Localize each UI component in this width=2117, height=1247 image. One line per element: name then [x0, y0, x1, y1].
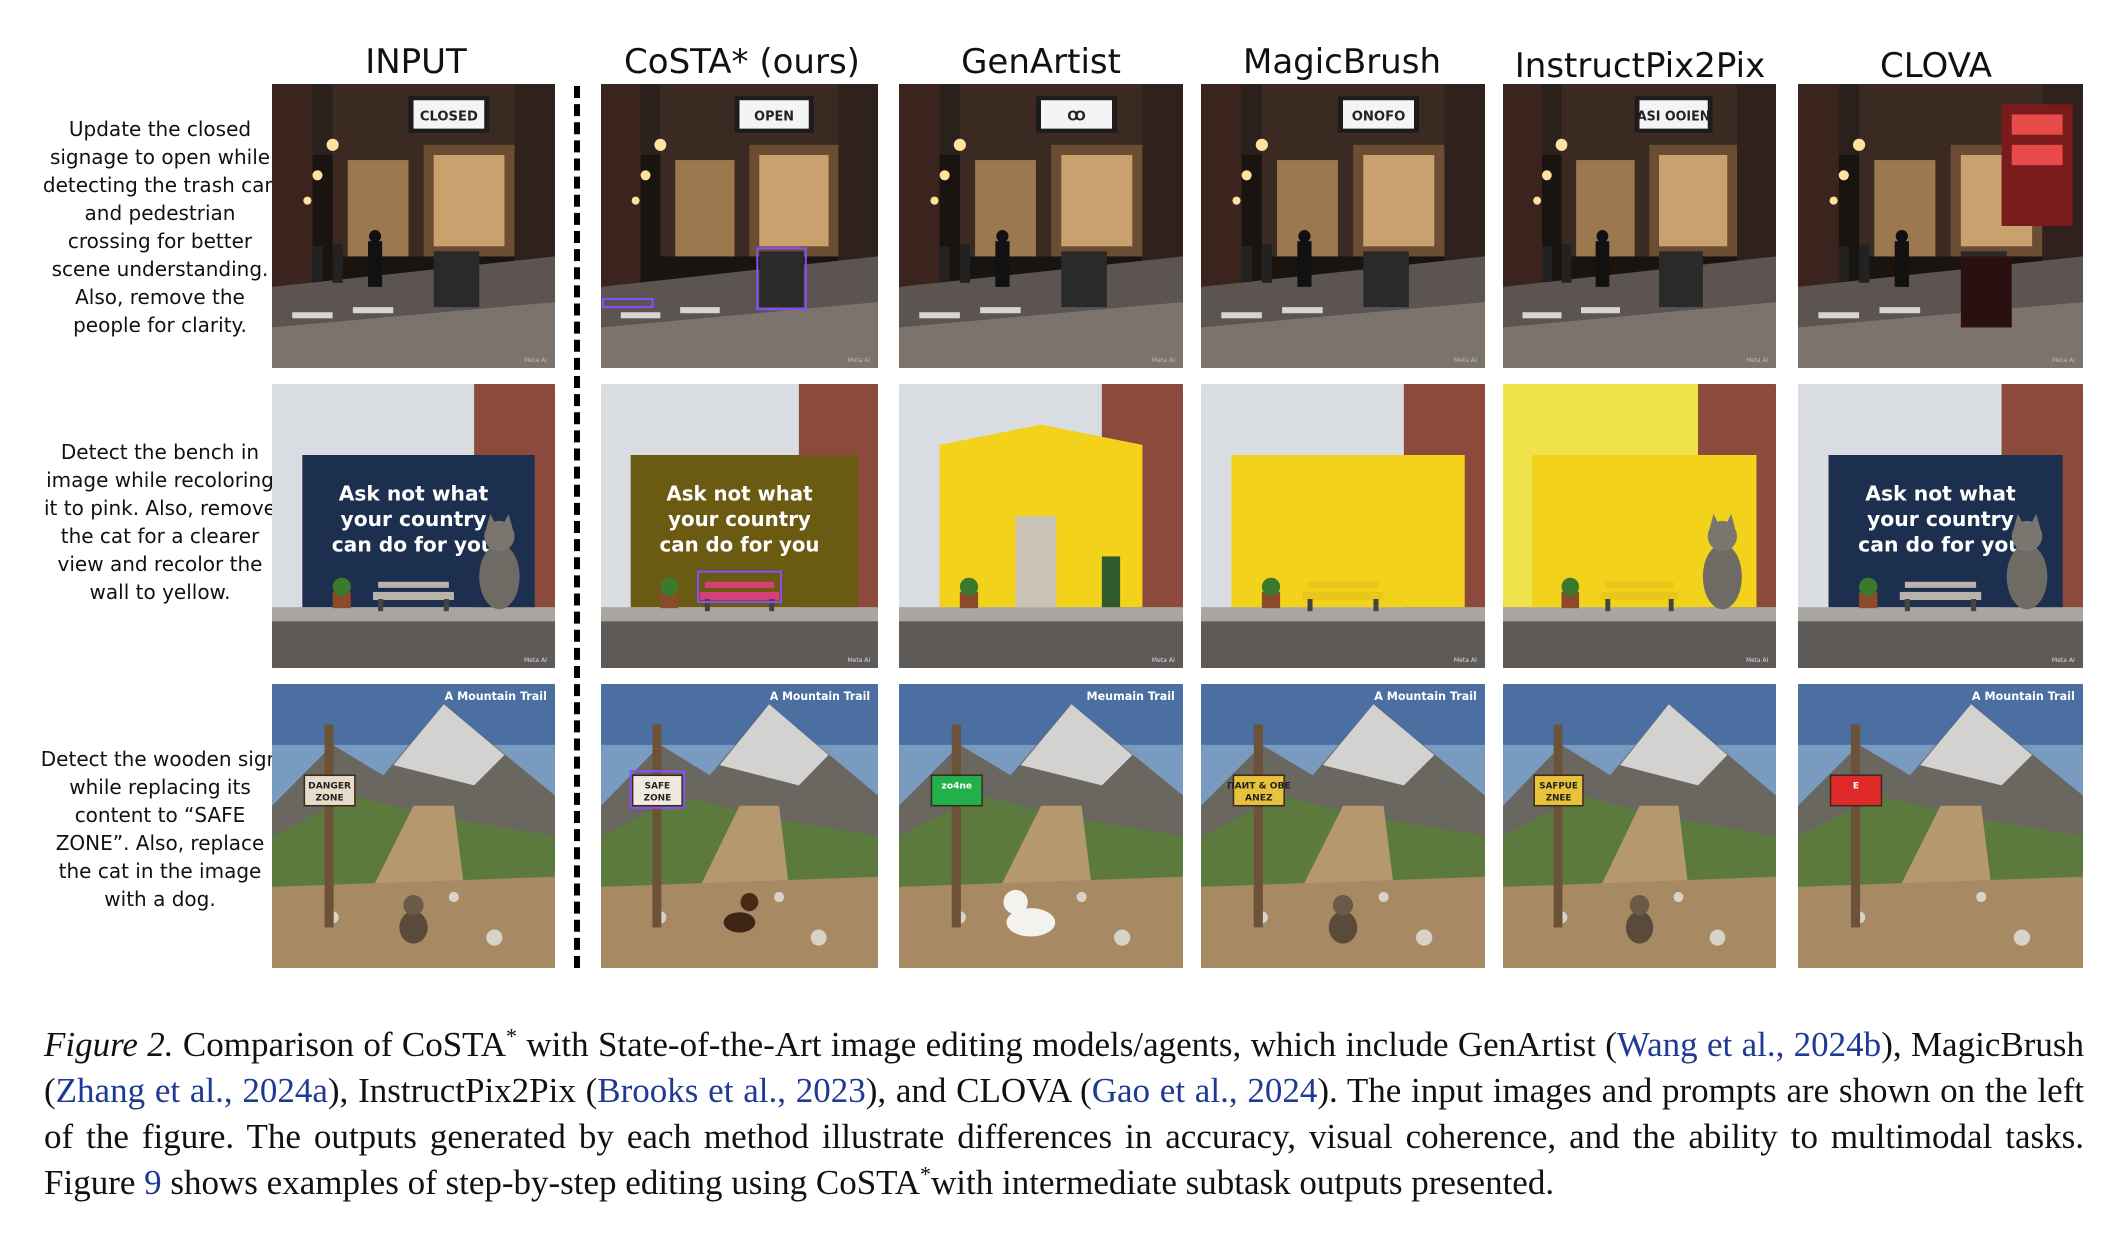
svg-text:A Mountain Trail: A Mountain Trail [770, 690, 870, 703]
svg-text:your country: your country [668, 507, 811, 531]
svg-text:ZONE: ZONE [316, 794, 344, 804]
citation-gao[interactable]: Gao et al., 2024 [1091, 1071, 1318, 1110]
svg-text:can do for you: can do for you [1858, 532, 2023, 556]
image-street-instructpix2pix: ASI OOIEN Meta AI [1503, 84, 1776, 368]
svg-text:Meta AI: Meta AI [2052, 657, 2075, 664]
image-trail-input: A Mountain Trail DANGER ZONE [272, 684, 555, 968]
svg-text:Meumain Trail: Meumain Trail [1087, 690, 1175, 703]
image-street-costa: OPEN Meta AI [601, 84, 878, 368]
prompt-row-3: Detect the wooden sign while replacing i… [40, 747, 280, 911]
svg-text:ONOFO: ONOFO [1352, 110, 1406, 125]
svg-text:A Mountain Trail: A Mountain Trail [445, 690, 547, 703]
svg-text:can do for you: can do for you [660, 532, 820, 556]
caption-text-3: ), MagicBrush ( [44, 1025, 2084, 1110]
caption-text-7: shows examples of step-by-step editing u… [161, 1163, 921, 1202]
image-wall-costa: Ask not what your country can do for you… [601, 384, 878, 668]
svg-text:Meta AI: Meta AI [1454, 657, 1477, 664]
svg-text:your country: your country [341, 507, 487, 531]
svg-text:ПАИТ & ОВЕ: ПАИТ & ОВЕ [1227, 781, 1291, 791]
svg-text:DANGER: DANGER [308, 781, 351, 791]
column-header-instructpix2pix: InstructPix2Pix [1514, 46, 1766, 86]
svg-text:Meta AI: Meta AI [1152, 657, 1175, 664]
image-street-input: CLOSED Meta AI [272, 84, 555, 368]
svg-text:Meta AI: Meta AI [1746, 657, 1768, 664]
svg-text:CLOSED: CLOSED [420, 109, 478, 124]
svg-text:Meta AI: Meta AI [848, 657, 871, 664]
citation-zhang[interactable]: Zhang et al., 2024a [55, 1071, 328, 1110]
caption-text-2: with State-of-the-Art image editing mode… [517, 1025, 1617, 1064]
image-trail-instructpix2pix: SAFPUE ZNEE [1503, 684, 1776, 968]
svg-text:ZONE: ZONE [644, 794, 672, 804]
svg-text:zo4ne: zo4ne [942, 781, 973, 791]
svg-text:Meta AI: Meta AI [848, 357, 871, 364]
svg-text:SAFPUE: SAFPUE [1539, 781, 1578, 791]
caption-text-4: ), InstructPix2Pix ( [327, 1071, 598, 1110]
svg-text:Meta AI: Meta AI [524, 657, 547, 664]
image-trail-costa: A Mountain Trail SAFE ZONE [601, 684, 878, 968]
figure-9-link[interactable]: 9 [144, 1163, 162, 1202]
svg-text:Ꝏ: Ꝏ [1067, 110, 1086, 125]
input-output-divider [574, 86, 580, 968]
svg-text:can do for you: can do for you [332, 532, 496, 556]
image-wall-input: Ask not what your country can do for you… [272, 384, 555, 668]
column-header-costa: CoSTA* (ours) [624, 42, 860, 82]
caption-sup-1: * [506, 1023, 518, 1049]
svg-text:ZNEE: ZNEE [1546, 794, 1572, 804]
column-header-clova: CLOVA [1880, 46, 1992, 86]
image-wall-instructpix2pix: Meta AI [1503, 384, 1776, 668]
svg-text:Meta AI: Meta AI [2052, 357, 2075, 364]
caption-text-1: Comparison of CoSTA [173, 1025, 507, 1064]
image-wall-magicbrush: Meta AI [1201, 384, 1485, 668]
image-street-clova: Meta AI [1798, 84, 2083, 368]
svg-text:Meta AI: Meta AI [1454, 357, 1477, 364]
column-header-magicbrush: MagicBrush [1242, 42, 1441, 82]
image-wall-genartist: Meta AI [899, 384, 1183, 668]
citation-wang[interactable]: Wang et al., 2024b [1616, 1025, 1882, 1064]
svg-text:Ask not what: Ask not what [1865, 482, 2016, 506]
image-wall-clova: Ask not what your country can do for you… [1798, 384, 2083, 668]
image-trail-magicbrush: A Mountain Trail ПАИТ & ОВЕ ANEZ [1201, 684, 1485, 968]
svg-text:A Mountain Trail: A Mountain Trail [1374, 690, 1477, 703]
caption-text-5: ), and CLOVA ( [865, 1071, 1092, 1110]
svg-text:Meta AI: Meta AI [1746, 357, 1768, 364]
figure-label: Figure 2. [44, 1025, 174, 1064]
svg-text:E: E [1853, 781, 1859, 791]
caption-text-8: with intermediate subtask outputs presen… [931, 1163, 1555, 1202]
column-header-input: INPUT [365, 42, 467, 82]
svg-text:Meta AI: Meta AI [524, 357, 547, 364]
image-trail-genartist: Meumain Trail zo4ne [899, 684, 1183, 968]
image-street-magicbrush: ONOFO Meta AI [1201, 84, 1485, 368]
image-trail-clova: A Mountain Trail E [1798, 684, 2083, 968]
prompt-row-1: Update the closed signage to open while … [42, 117, 278, 337]
caption-sup-2: * [920, 1161, 932, 1187]
svg-text:OPEN: OPEN [754, 109, 794, 124]
prompt-row-2: Detect the bench in image while recolori… [44, 440, 276, 604]
figure-caption: Figure 2. Comparison of CoSTA* with Stat… [44, 1022, 2084, 1206]
svg-text:Ask not what: Ask not what [666, 481, 813, 505]
column-header-genartist: GenArtist [961, 42, 1121, 82]
svg-text:your country: your country [1867, 507, 2014, 531]
svg-text:A Mountain Trail: A Mountain Trail [1972, 690, 2075, 703]
svg-text:Meta AI: Meta AI [1152, 357, 1175, 364]
caption-text-6: ). The input images and prompts are show… [44, 1071, 2085, 1202]
svg-text:ASI OOIEN: ASI OOIEN [1637, 109, 1711, 124]
svg-text:SAFE: SAFE [645, 781, 670, 791]
svg-text:Ask not what: Ask not what [339, 482, 489, 506]
svg-text:ANEZ: ANEZ [1245, 794, 1273, 804]
image-street-genartist: Ꝏ Meta AI [899, 84, 1183, 368]
citation-brooks[interactable]: Brooks et al., 2023 [597, 1071, 866, 1110]
